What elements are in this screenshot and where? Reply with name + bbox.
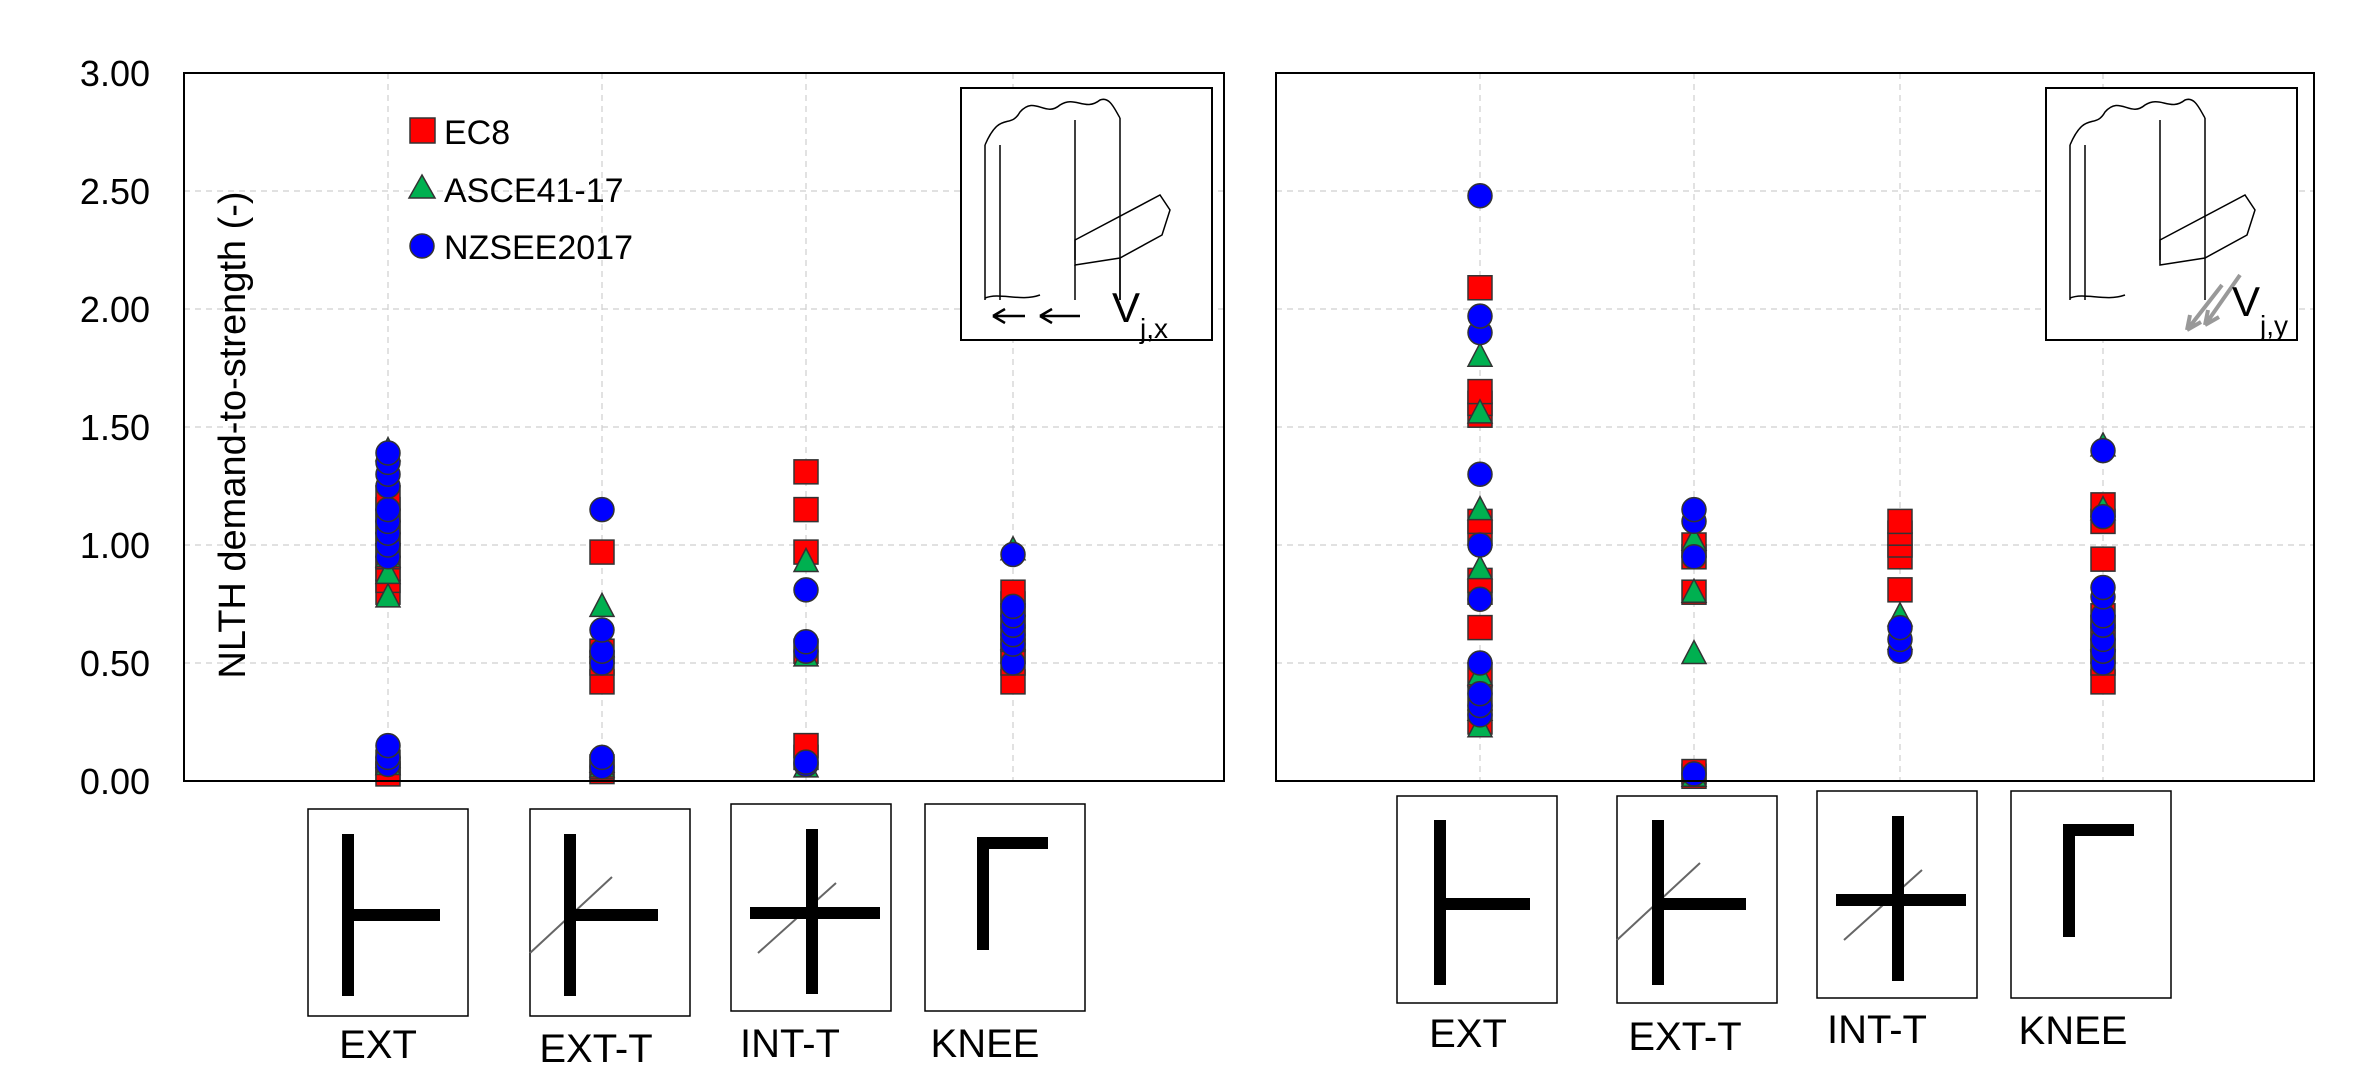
data-point-circle bbox=[1467, 182, 1493, 209]
data-point-square bbox=[1467, 275, 1493, 301]
data-point-circle bbox=[589, 496, 615, 523]
data-point-circle bbox=[793, 749, 819, 775]
panel-y-direction: V j,y EXT EXT-T INT-T KNEE bbox=[1275, 72, 2315, 1059]
data-points bbox=[374, 435, 1027, 787]
data-point-triangle bbox=[374, 558, 402, 585]
data-point-circle bbox=[1681, 496, 1707, 523]
data-point-circle bbox=[589, 617, 615, 643]
category-label-knee: KNEE bbox=[931, 1022, 1040, 1066]
y-tick-label: 1.50 bbox=[80, 407, 150, 448]
category-label-ext-t: EXT-T bbox=[1628, 1015, 1741, 1059]
legend-marker-ec8 bbox=[409, 117, 436, 144]
data-point-triangle bbox=[374, 582, 402, 608]
data-point-square bbox=[589, 539, 615, 565]
plot-frame bbox=[1275, 72, 2315, 782]
data-point-circle bbox=[375, 732, 401, 759]
data-point-circle bbox=[1000, 593, 1026, 620]
data-point-circle bbox=[2090, 503, 2116, 530]
data-point-circle bbox=[375, 496, 401, 523]
category-label-int-t: INT-T bbox=[1827, 1008, 1927, 1052]
category-knee: KNEE bbox=[2010, 790, 2172, 1053]
data-point-circle bbox=[1681, 761, 1707, 787]
data-point-circle bbox=[1467, 532, 1493, 558]
category-label-ext: EXT bbox=[1429, 1012, 1507, 1056]
y-tick-label: 2.50 bbox=[80, 171, 150, 212]
data-point-circle bbox=[1000, 541, 1026, 568]
category-ext-t: EXT-T bbox=[1616, 795, 1778, 1059]
joint-sketch-inset: V j,y bbox=[2045, 87, 2298, 341]
data-point-circle bbox=[1467, 680, 1493, 707]
category-ext-t: EXT-T bbox=[529, 808, 691, 1071]
data-point-square bbox=[1887, 577, 1913, 603]
category-label-knee: KNEE bbox=[2019, 1009, 2128, 1053]
category-ext: EXT bbox=[1396, 795, 1558, 1056]
data-point-triangle bbox=[1680, 638, 1708, 665]
gridlines bbox=[184, 73, 1224, 781]
data-point-circle bbox=[1467, 586, 1493, 613]
data-point-triangle bbox=[792, 546, 820, 573]
data-point-circle bbox=[589, 638, 615, 664]
data-point-circle bbox=[1467, 650, 1493, 676]
inset-subscript: j,y bbox=[2259, 310, 2288, 341]
data-point-triangle bbox=[1466, 341, 1494, 367]
y-axis-title: NLTH demand-to-strength (-) bbox=[212, 191, 254, 678]
category-label-int-t: INT-T bbox=[740, 1022, 840, 1066]
inset-subscript: j,x bbox=[1139, 313, 1168, 344]
category-knee: KNEE bbox=[924, 803, 1086, 1066]
data-point-triangle bbox=[1680, 577, 1708, 603]
data-point-circle bbox=[793, 629, 819, 655]
legend-label-nzsee: NZSEE2017 bbox=[444, 229, 633, 267]
data-point-triangle bbox=[1466, 398, 1494, 424]
panel-x-direction: 0.00 0.50 1.00 1.50 2.00 2.50 3.00 NLTH demand… bbox=[80, 53, 1225, 1071]
data-point-circle bbox=[1467, 461, 1493, 487]
inset-label: V bbox=[1112, 284, 1140, 331]
y-tick-label: 3.00 bbox=[80, 53, 150, 94]
category-ext: EXT bbox=[307, 808, 469, 1067]
inset-label: V bbox=[2232, 278, 2260, 325]
y-tick-label: 1.00 bbox=[80, 525, 150, 566]
y-tick-labels: 0.00 0.50 1.00 1.50 2.00 2.50 3.00 bbox=[80, 53, 150, 802]
data-point-square bbox=[1887, 508, 1913, 535]
data-point-triangle bbox=[1466, 494, 1494, 521]
y-tick-label: 0.00 bbox=[80, 761, 150, 802]
legend-marker-asce bbox=[407, 173, 437, 199]
legend-marker-nzsee bbox=[409, 233, 435, 259]
category-int-t: INT-T bbox=[1816, 790, 1978, 1052]
data-point-square bbox=[793, 496, 819, 523]
data-point-circle bbox=[2090, 574, 2116, 601]
data-point-square bbox=[2090, 546, 2116, 572]
data-point-circle bbox=[1681, 544, 1707, 570]
category-label-ext: EXT bbox=[339, 1023, 417, 1067]
data-point-circle bbox=[793, 577, 819, 603]
data-point-circle bbox=[1887, 614, 1913, 641]
y-tick-label: 2.00 bbox=[80, 289, 150, 330]
legend-label-ec8: EC8 bbox=[444, 114, 510, 152]
data-point-circle bbox=[2090, 437, 2116, 464]
y-tick-label: 0.50 bbox=[80, 643, 150, 684]
data-points bbox=[1466, 182, 2117, 790]
data-point-triangle bbox=[1466, 553, 1494, 580]
data-point-triangle bbox=[588, 591, 616, 618]
legend-label-asce: ASCE41-17 bbox=[444, 172, 624, 210]
data-point-circle bbox=[375, 440, 401, 466]
data-point-circle bbox=[1467, 303, 1493, 329]
data-point-square bbox=[1467, 614, 1493, 641]
data-point-circle bbox=[589, 744, 615, 771]
plot-frame bbox=[183, 72, 1225, 782]
legend: EC8 ASCE41-17 NZSEE2017 bbox=[407, 114, 633, 267]
category-label-ext-t: EXT-T bbox=[539, 1027, 652, 1071]
joint-sketch-inset: V j,x bbox=[960, 87, 1213, 344]
category-int-t: INT-T bbox=[730, 803, 892, 1066]
data-point-square bbox=[793, 459, 819, 485]
